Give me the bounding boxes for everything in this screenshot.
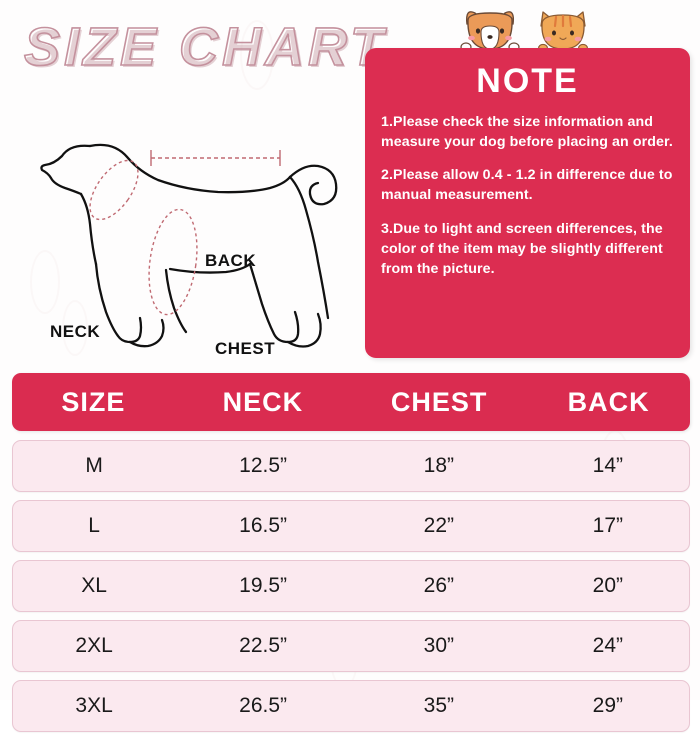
note-item-3: 3.Due to light and screen differences, t… <box>381 220 663 277</box>
table-row: XL 19.5” 26” 20” <box>12 560 690 612</box>
background-watermark <box>240 20 274 90</box>
chest-measure-guide <box>148 208 198 316</box>
orange-tabby-cat-icon <box>538 11 588 53</box>
pet-mascots <box>455 4 595 53</box>
size-table: SIZE NECK CHEST BACK M 12.5” 18” 14” L 1… <box>12 373 690 740</box>
column-header-size: SIZE <box>61 386 126 417</box>
background-watermark <box>62 300 88 356</box>
table-row: 2XL 22.5” 30” 24” <box>12 620 690 672</box>
cell-chest: 35” <box>423 694 455 717</box>
column-header-chest: CHEST <box>390 386 488 417</box>
back-measure-guide <box>150 150 281 166</box>
neck-measure-guide <box>89 159 139 221</box>
cell-size: 2XL <box>75 634 113 657</box>
label-neck: NECK <box>50 322 101 341</box>
cell-neck: 19.5” <box>239 574 288 597</box>
cell-neck: 12.5” <box>239 454 288 477</box>
cell-chest: 22” <box>423 514 455 537</box>
cell-size: 3XL <box>75 694 113 717</box>
table-row: 3XL 26.5” 35” 29” <box>12 680 690 732</box>
column-header-neck: NECK <box>222 386 304 417</box>
dog-measurement-diagram: BACK NECK CHEST <box>18 122 363 367</box>
note-item-2: 2.Please allow 0.4 - 1.2 in difference d… <box>381 167 673 204</box>
table-header-row: SIZE NECK CHEST BACK <box>12 373 690 431</box>
background-watermark <box>30 250 60 314</box>
table-row: L 16.5” 22” 17” <box>12 500 690 552</box>
column-header-back: BACK <box>567 386 650 417</box>
size-chart-page: SIZE CHART <box>12 4 690 732</box>
cell-neck: 26.5” <box>239 694 288 717</box>
label-chest: CHEST <box>215 339 276 358</box>
cell-back: 24” <box>592 634 624 657</box>
cell-chest: 18” <box>423 454 455 477</box>
cell-chest: 26” <box>423 574 455 597</box>
cell-back: 14” <box>592 454 624 477</box>
label-back: BACK <box>205 251 257 270</box>
cell-neck: 16.5” <box>239 514 288 537</box>
cell-chest: 30” <box>423 634 455 657</box>
cell-size: M <box>85 454 103 477</box>
note-item-1: 1.Please check the size information and … <box>381 114 673 151</box>
cell-size: XL <box>81 574 107 597</box>
corgi-dog-icon <box>460 11 520 52</box>
cell-back: 20” <box>592 574 624 597</box>
page-title: SIZE CHART <box>23 16 388 78</box>
note-panel: NOTE 1.Please check the size information… <box>365 48 690 358</box>
note-title: NOTE <box>476 62 579 100</box>
table-row: M 12.5” 18” 14” <box>12 440 690 492</box>
cell-neck: 22.5” <box>239 634 288 657</box>
cell-back: 29” <box>592 694 624 717</box>
cell-size: L <box>88 514 100 537</box>
cell-back: 17” <box>592 514 624 537</box>
